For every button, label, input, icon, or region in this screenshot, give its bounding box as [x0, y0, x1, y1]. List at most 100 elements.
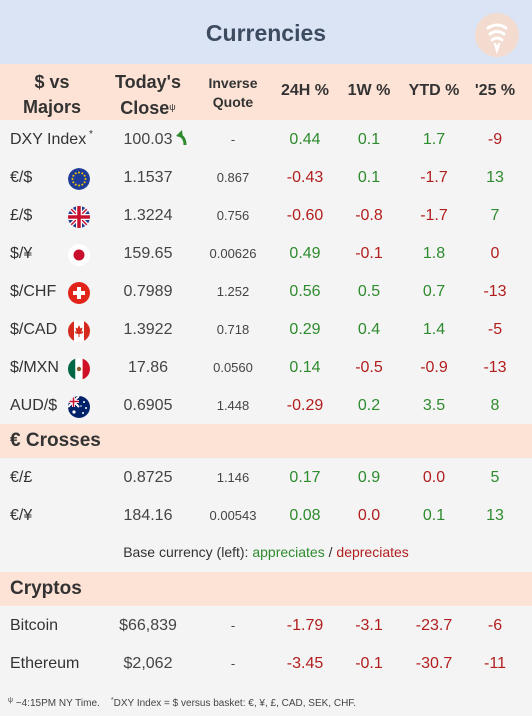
pair-name: €/¥ [10, 507, 33, 524]
header-1w: 1W % [347, 82, 391, 99]
table-row: £/$ 1.3224 0.756 -0.60 -0.8 -1.7 7 [0, 196, 532, 234]
change-1w: 0.5 [357, 283, 381, 300]
change-24h: 0.17 [289, 469, 321, 486]
pair-name: Ethereum [10, 655, 80, 672]
inverse-quote: 1.146 [216, 470, 250, 485]
change-25: -6 [487, 617, 503, 634]
close-value: 17.86 [127, 359, 169, 376]
inverse-quote: - [230, 618, 236, 633]
pair-name: AUD/$ [10, 397, 58, 414]
footnote: ψ ~4:15PM NY Time. *DXY Index = $ versus… [8, 697, 357, 709]
table-header: $ vs Majors Today's Closeψ Inverse Quote 24… [0, 64, 532, 120]
pair-name: $/CAD [10, 321, 58, 338]
close-value: 1.1537 [123, 169, 173, 186]
pair-name: €/£ [10, 469, 33, 486]
ch-flag-icon [68, 282, 90, 304]
table-row: $/CHF 0.7989 1.252 0.56 0.5 0.7 -13 [0, 272, 532, 310]
change-24h: 0.49 [289, 245, 321, 262]
inverse-quote: 1.448 [216, 398, 250, 413]
inverse-quote: 0.718 [216, 322, 250, 337]
change-ytd: -30.7 [415, 655, 453, 672]
change-ytd: 1.7 [422, 131, 446, 148]
close-value: 0.8725 [123, 469, 173, 486]
change-25: 0 [490, 245, 500, 262]
header-close: Today's Closeψ [115, 72, 181, 118]
pair-name: $/CHF [10, 283, 57, 300]
change-1w: 0.2 [357, 397, 381, 414]
change-ytd: -1.7 [420, 169, 448, 186]
table-row: $/¥ 159.65 0.00626 0.49 -0.1 1.8 0 [0, 234, 532, 272]
change-1w: 0.9 [357, 469, 381, 486]
change-ytd: 0.7 [422, 283, 446, 300]
pair-name: DXY Index [10, 131, 87, 148]
change-1w: -0.8 [355, 207, 383, 224]
inverse-quote: - [230, 656, 236, 671]
change-ytd: -1.7 [420, 207, 448, 224]
table-row: Ethereum $2,062 - -3.45 -0.1 -30.7 -11 [0, 644, 532, 682]
inverse-quote: 0.00543 [209, 508, 257, 523]
inverse-quote: 1.252 [216, 284, 250, 299]
table-row: €/£ 0.8725 1.146 0.17 0.9 0.0 5 [0, 458, 532, 496]
color-legend: Base currency (left): appreciates / depr… [123, 544, 409, 560]
footnote-marker: * [89, 129, 93, 140]
change-24h: 0.56 [289, 283, 321, 300]
change-25: -13 [483, 283, 507, 300]
page-title: Currencies [205, 20, 327, 46]
pair-name: $/MXN [10, 359, 59, 376]
change-1w: -0.1 [355, 655, 383, 672]
section-title: € Crosses [10, 430, 101, 451]
change-25: 13 [486, 507, 504, 524]
au-flag-icon [68, 396, 90, 418]
inverse-quote: 0.00626 [209, 246, 257, 261]
change-1w: 0.1 [357, 169, 381, 186]
table-row: $/MXN 17.86 0.0560 0.14 -0.5 -0.9 -13 [0, 348, 532, 386]
section-cryptos: Cryptos [0, 572, 532, 606]
close-value: 0.6905 [123, 397, 173, 414]
change-ytd: -0.9 [420, 359, 448, 376]
inverse-quote: 0.867 [216, 170, 250, 185]
change-ytd: 3.5 [422, 397, 446, 414]
change-25: -11 [484, 655, 506, 672]
table-row: €/¥ 184.16 0.00543 0.08 0.0 0.1 13 [0, 496, 532, 534]
change-1w: 0.4 [357, 321, 381, 338]
pair-name: Bitcoin [10, 617, 59, 634]
eu-flag-icon [68, 168, 90, 190]
ca-flag-icon [68, 320, 90, 342]
change-24h: 0.44 [289, 131, 321, 148]
change-24h: -0.29 [286, 397, 324, 414]
change-24h: 0.29 [289, 321, 321, 338]
change-25: -9 [487, 131, 503, 148]
close-value: 100.03 [123, 131, 173, 148]
inverse-quote: - [230, 132, 236, 147]
close-value: $66,839 [119, 617, 177, 634]
change-ytd: -23.7 [415, 617, 453, 634]
change-1w: 0.1 [357, 131, 381, 148]
change-ytd: 0.0 [422, 469, 446, 486]
change-25: 8 [490, 397, 500, 414]
change-1w: -3.1 [355, 617, 383, 634]
trend-arrow-icon [176, 130, 190, 151]
change-24h: 0.14 [289, 359, 321, 376]
legend-depreciates: depreciates [336, 544, 409, 560]
logo-icon [475, 13, 519, 57]
change-1w: -0.5 [355, 359, 383, 376]
pair-name: €/$ [10, 169, 33, 186]
header-25: '25 % [474, 82, 516, 99]
table-row: Bitcoin $66,839 - -1.79 -3.1 -23.7 -6 [0, 606, 532, 644]
section-crosses: € Crosses [0, 424, 532, 458]
uk-flag-icon [68, 206, 90, 228]
header-ytd: YTD % [408, 82, 460, 99]
close-value: 159.65 [123, 245, 173, 262]
change-24h: -0.43 [286, 169, 324, 186]
pair-name: £/$ [10, 207, 33, 224]
title-bar: Currencies [0, 0, 532, 64]
change-25: 13 [486, 169, 504, 186]
inverse-quote: 0.0560 [213, 360, 253, 375]
close-value: 184.16 [123, 507, 173, 524]
change-25: -5 [487, 321, 503, 338]
close-value: 0.7989 [123, 283, 173, 300]
change-ytd: 0.1 [422, 507, 446, 524]
change-25: 7 [490, 207, 500, 224]
change-24h: -0.60 [286, 207, 324, 224]
legend-appreciates: appreciates [252, 544, 325, 560]
